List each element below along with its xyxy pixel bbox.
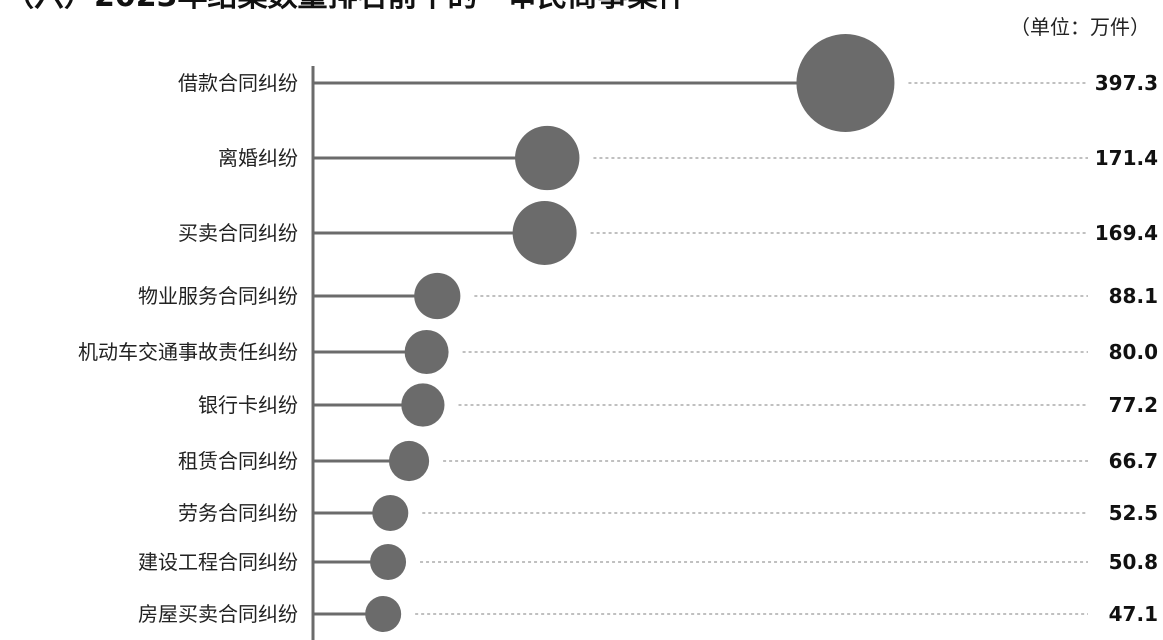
category-label-9: 建设工程合同纠纷 <box>138 550 298 574</box>
category-label-2: 离婚纠纷 <box>218 146 298 170</box>
unit-label: （单位：万件） <box>1010 15 1150 39</box>
category-label-4: 物业服务合同纠纷 <box>138 284 298 308</box>
value-label-6: 77.2 <box>1109 393 1158 417</box>
bubble-7 <box>388 440 430 482</box>
bubble-4 <box>414 272 461 320</box>
category-label-8: 劳务合同纠纷 <box>178 501 298 525</box>
value-label-9: 50.8 <box>1109 550 1158 574</box>
value-label-8: 52.5 <box>1109 501 1158 525</box>
bubble-8 <box>372 495 409 531</box>
category-label-5: 机动车交通事故责任纠纷 <box>78 340 298 364</box>
value-label-4: 88.1 <box>1109 284 1158 308</box>
chart-marks: 借款合同纠纷 397.3 离婚纠纷 171.4 买卖合同纠纷 169.4 物业服务合同纠纷 8… <box>78 34 1158 632</box>
bubble-10 <box>365 596 402 632</box>
category-label-3: 买卖合同纠纷 <box>178 221 298 245</box>
value-label-3: 169.4 <box>1095 221 1158 245</box>
bubble-3 <box>512 201 577 265</box>
value-label-2: 171.4 <box>1095 146 1158 170</box>
value-label-5: 80.0 <box>1109 340 1158 364</box>
category-label-7: 租赁合同纠纷 <box>178 449 298 473</box>
category-label-6: 银行卡纠纷 <box>198 393 298 417</box>
bubble-9 <box>370 544 407 580</box>
bubble-6 <box>401 383 445 427</box>
category-label-10: 房屋买卖合同纠纷 <box>138 602 298 626</box>
bubble-1 <box>796 34 895 132</box>
category-label-1: 借款合同纠纷 <box>178 71 298 95</box>
value-label-1: 397.3 <box>1095 71 1158 95</box>
chart-title: （六）2023年结案数量排名前十的一审民商事案件 <box>4 0 688 14</box>
value-label-10: 47.1 <box>1109 602 1158 626</box>
bubble-2 <box>515 125 580 191</box>
bubble-5 <box>404 330 449 374</box>
value-label-7: 66.7 <box>1109 449 1158 473</box>
